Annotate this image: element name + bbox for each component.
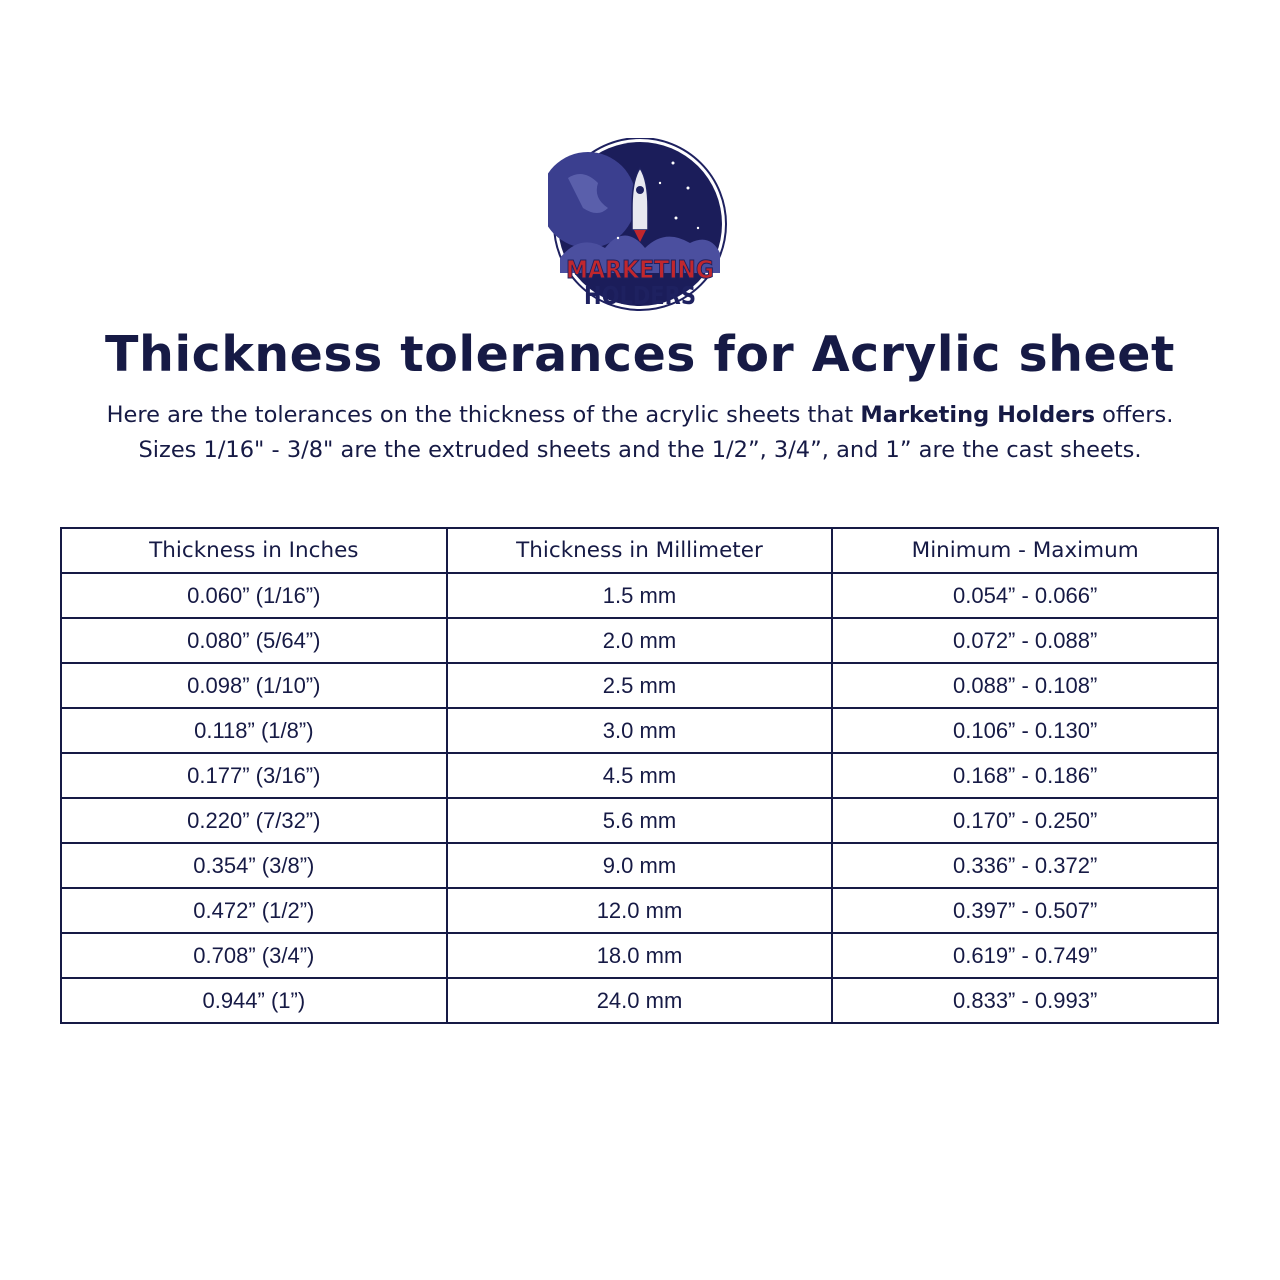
- cell-inches: 0.472” (1/2”): [60, 887, 448, 934]
- table-row: 0.472” (1/2”) 12.0 mm 0.397” - 0.507”: [60, 887, 1219, 934]
- cell-millimeter: 3.0 mm: [445, 707, 834, 754]
- header-min-max: Minimum - Maximum: [831, 527, 1219, 574]
- table-row: 0.080” (5/64”) 2.0 mm 0.072” - 0.088”: [60, 617, 1219, 664]
- cell-min-max: 0.106” - 0.130”: [831, 707, 1219, 754]
- table-row: 0.944” (1”) 24.0 mm 0.833” - 0.993”: [60, 977, 1219, 1024]
- table-row: 0.098” (1/10”) 2.5 mm 0.088” - 0.108”: [60, 662, 1219, 709]
- cell-min-max: 0.072” - 0.088”: [831, 617, 1219, 664]
- cell-millimeter: 9.0 mm: [445, 842, 834, 889]
- cell-inches: 0.080” (5/64”): [60, 617, 448, 664]
- cell-millimeter: 2.0 mm: [445, 617, 834, 664]
- cell-inches: 0.354” (3/8”): [60, 842, 448, 889]
- cell-millimeter: 12.0 mm: [445, 887, 834, 934]
- cell-inches: 0.098” (1/10”): [60, 662, 448, 709]
- cell-millimeter: 24.0 mm: [445, 977, 834, 1024]
- table-row: 0.060” (1/16”) 1.5 mm 0.054” - 0.066”: [60, 572, 1219, 619]
- table-row: 0.118” (1/8”) 3.0 mm 0.106” - 0.130”: [60, 707, 1219, 754]
- header-inches: Thickness in Inches: [60, 527, 448, 574]
- logo-text-marketing: MARKETING: [566, 255, 714, 284]
- table-row: 0.220” (7/32”) 5.6 mm 0.170” - 0.250”: [60, 797, 1219, 844]
- cell-min-max: 0.619” - 0.749”: [831, 932, 1219, 979]
- cell-millimeter: 5.6 mm: [445, 797, 834, 844]
- brand-name: Marketing Holders: [860, 402, 1095, 428]
- table-row: 0.354” (3/8”) 9.0 mm 0.336” - 0.372”: [60, 842, 1219, 889]
- cell-millimeter: 18.0 mm: [445, 932, 834, 979]
- page-title: Thickness tolerances for Acrylic sheet: [105, 326, 1175, 383]
- cell-millimeter: 4.5 mm: [445, 752, 834, 799]
- intro-text-end: offers.: [1094, 402, 1174, 428]
- header-millimeter: Thickness in Millimeter: [445, 527, 834, 574]
- cell-inches: 0.220” (7/32”): [60, 797, 448, 844]
- table-row: 0.708” (3/4”) 18.0 mm 0.619” - 0.749”: [60, 932, 1219, 979]
- table-header-row: Thickness in Inches Thickness in Millime…: [60, 527, 1219, 574]
- cell-min-max: 0.054” - 0.066”: [831, 572, 1219, 619]
- logo-text-holders: HOLDERS: [584, 281, 696, 310]
- cell-min-max: 0.397” - 0.507”: [831, 887, 1219, 934]
- marketing-holders-logo: MARKETING HOLDERS: [548, 138, 727, 311]
- intro-line-1: Here are the tolerances on the thickness…: [0, 402, 1280, 428]
- cell-millimeter: 2.5 mm: [445, 662, 834, 709]
- cell-min-max: 0.833” - 0.993”: [831, 977, 1219, 1024]
- cell-min-max: 0.170” - 0.250”: [831, 797, 1219, 844]
- cell-min-max: 0.088” - 0.108”: [831, 662, 1219, 709]
- intro-line-2: Sizes 1/16" - 3/8" are the extruded shee…: [138, 437, 1142, 463]
- intro-text: Here are the tolerances on the thickness…: [106, 402, 861, 428]
- table-row: 0.177” (3/16”) 4.5 mm 0.168” - 0.186”: [60, 752, 1219, 799]
- cell-min-max: 0.336” - 0.372”: [831, 842, 1219, 889]
- cell-inches: 0.177” (3/16”): [60, 752, 448, 799]
- cell-inches: 0.118” (1/8”): [60, 707, 448, 754]
- cell-min-max: 0.168” - 0.186”: [831, 752, 1219, 799]
- cell-inches: 0.944” (1”): [60, 977, 448, 1024]
- cell-millimeter: 1.5 mm: [445, 572, 834, 619]
- cell-inches: 0.708” (3/4”): [60, 932, 448, 979]
- cell-inches: 0.060” (1/16”): [60, 572, 448, 619]
- tolerance-table: Thickness in Inches Thickness in Millime…: [60, 527, 1219, 1024]
